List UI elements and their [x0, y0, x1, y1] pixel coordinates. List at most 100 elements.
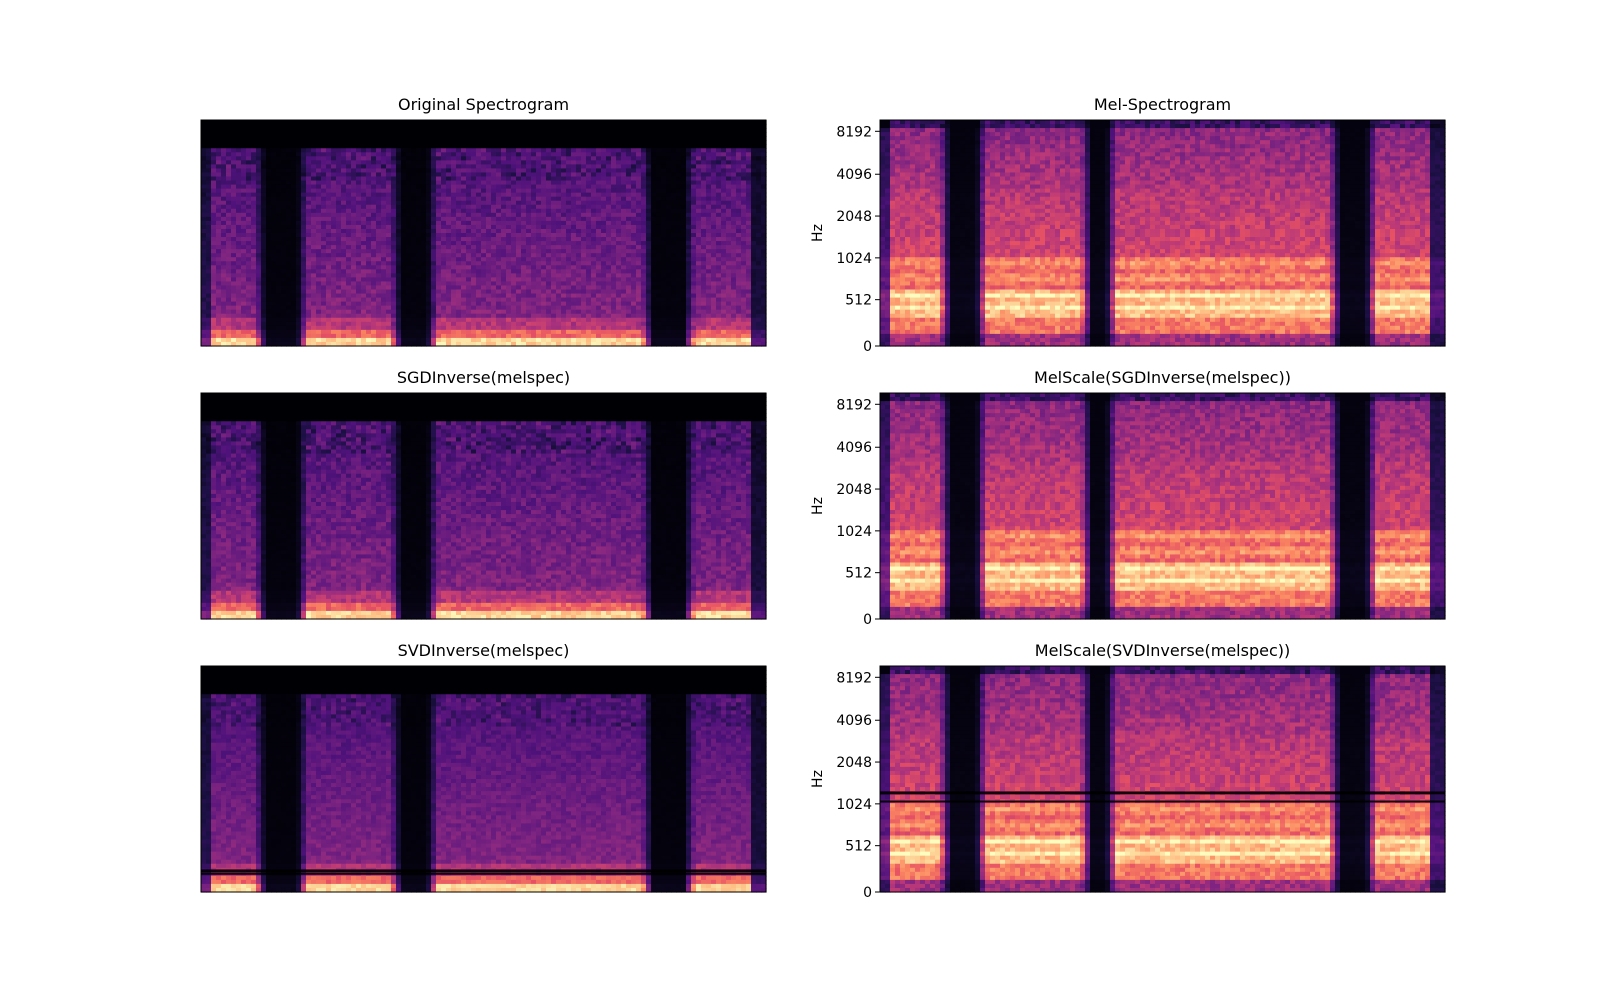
heatmap-cell	[286, 261, 292, 266]
heatmap-cell	[206, 261, 212, 266]
heatmap-cell	[241, 205, 247, 210]
heatmap-cell	[291, 136, 297, 141]
heatmap-cell	[211, 233, 217, 238]
heatmap-cell	[301, 177, 307, 182]
heatmap-cell	[206, 326, 212, 331]
heatmap-cell	[286, 124, 292, 129]
heatmap-cell	[246, 294, 252, 299]
heatmap-cell	[201, 160, 207, 165]
heatmap-cell	[276, 334, 282, 339]
heatmap-cell	[261, 189, 267, 194]
heatmap-cell	[206, 160, 212, 165]
heatmap-cell	[211, 330, 217, 335]
heatmap-cell	[251, 164, 257, 169]
heatmap-cell	[301, 160, 307, 165]
heatmap-cell	[246, 140, 252, 145]
heatmap-cell	[271, 136, 277, 141]
heatmap-cell	[216, 269, 222, 274]
heatmap-cell	[286, 306, 292, 311]
heatmap-cell	[266, 120, 272, 125]
heatmap-cell	[201, 209, 207, 214]
heatmap-cell	[246, 269, 252, 274]
heatmap-cell	[246, 217, 252, 222]
heatmap-cell	[266, 257, 272, 262]
heatmap-cell	[291, 233, 297, 238]
heatmap-cell	[266, 233, 272, 238]
heatmap-cell	[231, 269, 237, 274]
heatmap-cell	[291, 172, 297, 177]
heatmap-cell	[291, 148, 297, 153]
heatmap-cell	[291, 277, 297, 282]
heatmap-cell	[211, 221, 217, 226]
heatmap-cell	[226, 160, 232, 165]
heatmap-cell	[286, 281, 292, 286]
heatmap-cell	[281, 310, 287, 315]
heatmap-cell	[261, 144, 267, 149]
heatmap-cell	[236, 144, 242, 149]
heatmap-cell	[226, 314, 232, 319]
heatmap-cell	[276, 172, 282, 177]
heatmap-cell	[231, 156, 237, 161]
heatmap-cell	[291, 213, 297, 218]
heatmap-cell	[221, 172, 227, 177]
heatmap-cell	[241, 294, 247, 299]
heatmap-cell	[221, 201, 227, 206]
heatmap-cell	[231, 314, 237, 319]
heatmap-cell	[281, 273, 287, 278]
heatmap-cell	[251, 193, 257, 198]
heatmap-cell	[221, 164, 227, 169]
heatmap-cell	[206, 120, 212, 125]
heatmap-cell	[241, 233, 247, 238]
heatmap-cell	[276, 233, 282, 238]
heatmap-cell	[296, 193, 302, 198]
heatmap-cell	[281, 144, 287, 149]
heatmap-cell	[276, 330, 282, 335]
heatmap-cell	[236, 217, 242, 222]
heatmap-cell	[276, 140, 282, 145]
heatmap-cell	[276, 298, 282, 303]
heatmap-cell	[256, 217, 262, 222]
heatmap-cell	[246, 201, 252, 206]
heatmap-cell	[226, 201, 232, 206]
heatmap-cell	[231, 245, 237, 250]
heatmap-cell	[206, 156, 212, 161]
heatmap-cell	[261, 185, 267, 190]
heatmap-cell	[206, 205, 212, 210]
heatmap-cell	[216, 229, 222, 234]
heatmap-cell	[291, 205, 297, 210]
heatmap-cell	[276, 164, 282, 169]
heatmap-cell	[271, 144, 277, 149]
heatmap-cell	[236, 261, 242, 266]
heatmap-cell	[271, 241, 277, 246]
heatmap-cell	[231, 168, 237, 173]
heatmap-cell	[276, 294, 282, 299]
heatmap-cell	[296, 277, 302, 282]
heatmap-cell	[241, 140, 247, 145]
heatmap-cell	[291, 265, 297, 270]
heatmap-cell	[286, 265, 292, 270]
heatmap-cell	[271, 249, 277, 254]
heatmap-cell	[286, 221, 292, 226]
heatmap-cell	[286, 233, 292, 238]
heatmap-cell	[296, 265, 302, 270]
heatmap-cell	[236, 140, 242, 145]
heatmap-cell	[281, 285, 287, 290]
heatmap-cell	[226, 177, 232, 182]
heatmap-cell	[226, 338, 232, 343]
heatmap-cell	[246, 213, 252, 218]
heatmap-cell	[286, 189, 292, 194]
heatmap-cell	[206, 306, 212, 311]
heatmap-cell	[226, 330, 232, 335]
heatmap-cell	[206, 209, 212, 214]
heatmap-cell	[266, 205, 272, 210]
heatmap-cell	[296, 172, 302, 177]
heatmap-cell	[276, 193, 282, 198]
heatmap-cell	[226, 318, 232, 323]
heatmap-cell	[211, 281, 217, 286]
heatmap-cell	[276, 229, 282, 234]
heatmap-cell	[256, 156, 262, 161]
heatmap-cell	[201, 229, 207, 234]
heatmap-cell	[216, 156, 222, 161]
heatmap-cell	[281, 177, 287, 182]
heatmap-cell	[236, 281, 242, 286]
